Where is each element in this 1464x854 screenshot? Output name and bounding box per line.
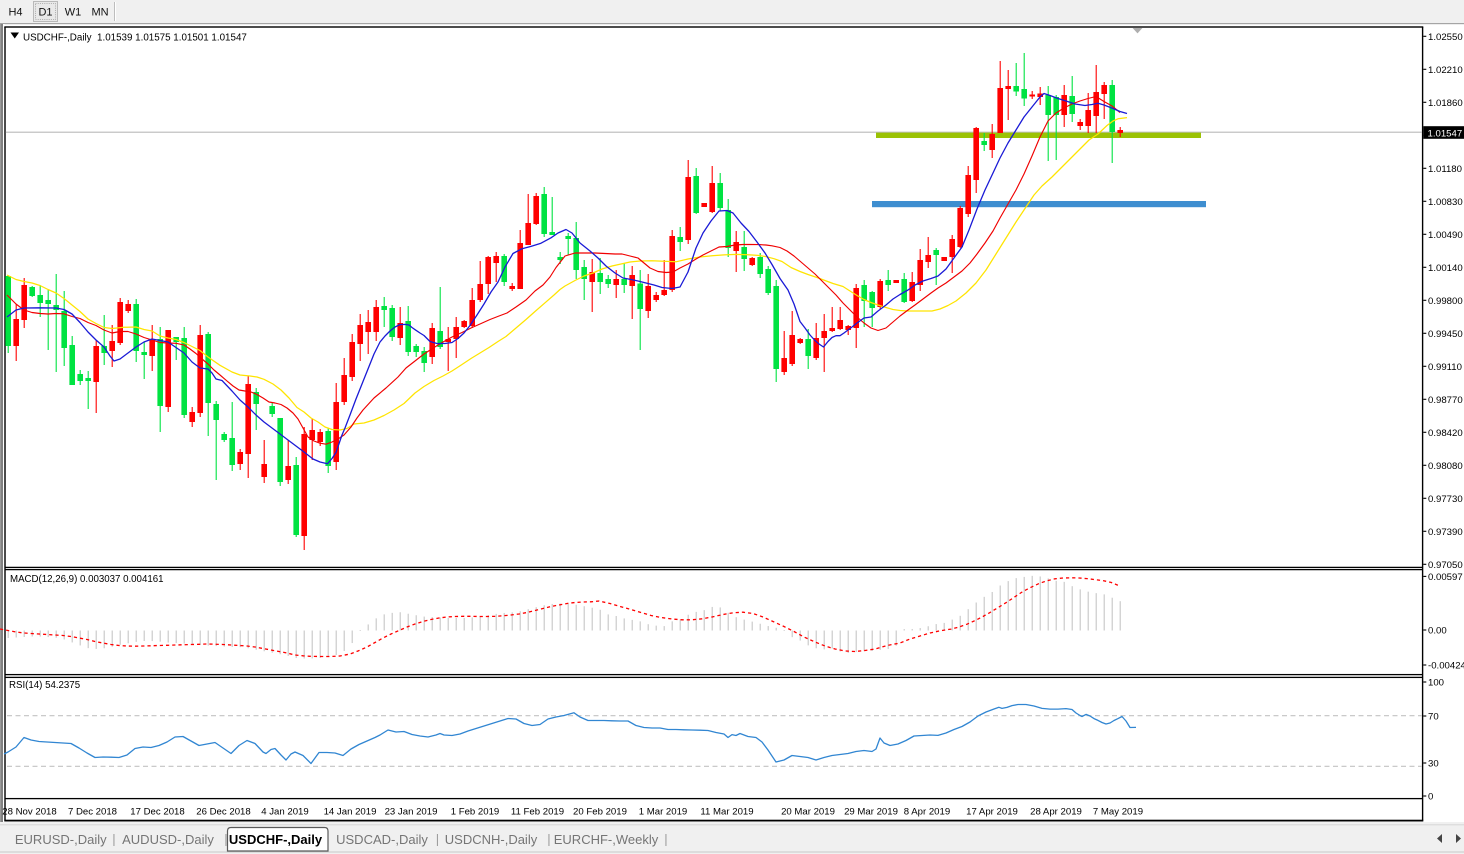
svg-text:28 Apr 2019: 28 Apr 2019 bbox=[1030, 807, 1082, 818]
svg-text:0.00: 0.00 bbox=[1428, 626, 1447, 637]
svg-text:0.97390: 0.97390 bbox=[1428, 527, 1463, 538]
svg-text:RSI(14) 54.2375: RSI(14) 54.2375 bbox=[9, 680, 80, 691]
svg-text:-0.004243: -0.004243 bbox=[1428, 661, 1464, 672]
svg-text:7 Dec 2018: 7 Dec 2018 bbox=[68, 807, 117, 818]
svg-text:28 Nov 2018: 28 Nov 2018 bbox=[2, 807, 56, 818]
svg-text:0.99450: 0.99450 bbox=[1428, 329, 1463, 340]
svg-text:H4: H4 bbox=[8, 7, 22, 19]
svg-text:11 Feb 2019: 11 Feb 2019 bbox=[511, 807, 564, 818]
svg-text:0.99800: 0.99800 bbox=[1428, 296, 1463, 307]
svg-text:AUDUSD-,Daily: AUDUSD-,Daily bbox=[122, 832, 214, 847]
svg-text:USDCAD-,Daily: USDCAD-,Daily bbox=[336, 832, 428, 847]
svg-text:0.97050: 0.97050 bbox=[1428, 560, 1463, 571]
svg-text:17 Apr 2019: 17 Apr 2019 bbox=[966, 807, 1018, 818]
svg-text:4 Jan 2019: 4 Jan 2019 bbox=[261, 807, 308, 818]
svg-text:W1: W1 bbox=[65, 7, 82, 19]
svg-text:11 Mar 2019: 11 Mar 2019 bbox=[700, 807, 753, 818]
svg-text:EURUSD-,Daily: EURUSD-,Daily bbox=[15, 832, 107, 847]
svg-text:MN: MN bbox=[91, 7, 108, 19]
svg-text:1.01860: 1.01860 bbox=[1428, 98, 1463, 109]
svg-text:0.98420: 0.98420 bbox=[1428, 428, 1463, 439]
svg-text:|: | bbox=[224, 832, 227, 847]
svg-text:0.98080: 0.98080 bbox=[1428, 461, 1463, 472]
svg-text:20 Feb 2019: 20 Feb 2019 bbox=[573, 807, 627, 818]
svg-text:MACD(12,26,9) 0.003037 0.00416: MACD(12,26,9) 0.003037 0.004161 bbox=[10, 574, 164, 585]
svg-text:7 May 2019: 7 May 2019 bbox=[1093, 807, 1143, 818]
svg-text:USDCHF-,Daily 1.01539 1.01575: USDCHF-,Daily 1.01539 1.01575 1.01501 1.… bbox=[23, 33, 247, 44]
svg-text:|: | bbox=[112, 832, 115, 847]
svg-text:20 Mar 2019: 20 Mar 2019 bbox=[781, 807, 835, 818]
svg-text:1.00140: 1.00140 bbox=[1428, 263, 1463, 274]
svg-text:0.98770: 0.98770 bbox=[1428, 395, 1463, 406]
svg-text:30: 30 bbox=[1428, 759, 1439, 770]
svg-text:1.01547: 1.01547 bbox=[1428, 128, 1463, 139]
svg-text:70: 70 bbox=[1428, 712, 1439, 723]
svg-text:D1: D1 bbox=[38, 7, 52, 19]
svg-text:17 Dec 2018: 17 Dec 2018 bbox=[130, 807, 184, 818]
svg-text:0.00597: 0.00597 bbox=[1428, 572, 1463, 583]
svg-text:100: 100 bbox=[1428, 678, 1444, 689]
svg-text:|: | bbox=[547, 832, 550, 847]
svg-text:0: 0 bbox=[1428, 792, 1433, 803]
svg-text:USDCHF-,Daily: USDCHF-,Daily bbox=[229, 832, 323, 847]
svg-text:8 Apr 2019: 8 Apr 2019 bbox=[904, 807, 950, 818]
svg-text:23 Jan 2019: 23 Jan 2019 bbox=[385, 807, 438, 818]
svg-text:1.01180: 1.01180 bbox=[1428, 164, 1462, 175]
svg-text:14 Jan 2019: 14 Jan 2019 bbox=[324, 807, 377, 818]
svg-text:0.99110: 0.99110 bbox=[1428, 362, 1462, 373]
svg-text:1.02550: 1.02550 bbox=[1428, 32, 1463, 43]
svg-text:EURCHF-,Weekly: EURCHF-,Weekly bbox=[554, 832, 659, 847]
svg-text:1.02210: 1.02210 bbox=[1428, 65, 1463, 76]
svg-text:1 Feb 2019: 1 Feb 2019 bbox=[451, 807, 500, 818]
svg-text:1.00490: 1.00490 bbox=[1428, 230, 1463, 241]
svg-text:29 Mar 2019: 29 Mar 2019 bbox=[844, 807, 898, 818]
svg-text:|: | bbox=[664, 832, 667, 847]
svg-text:0.97730: 0.97730 bbox=[1428, 494, 1463, 505]
svg-text:|: | bbox=[436, 832, 439, 847]
svg-text:1 Mar 2019: 1 Mar 2019 bbox=[639, 807, 688, 818]
svg-text:USDCNH-,Daily: USDCNH-,Daily bbox=[445, 832, 538, 847]
svg-text:26 Dec 2018: 26 Dec 2018 bbox=[196, 807, 250, 818]
svg-text:1.00830: 1.00830 bbox=[1428, 197, 1463, 208]
